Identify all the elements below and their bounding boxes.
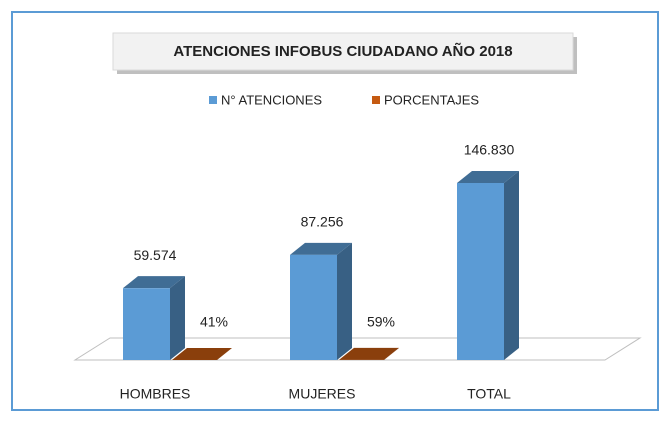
- bar-side: [217, 347, 232, 360]
- bar-top: [290, 242, 352, 255]
- bar-side: [170, 276, 185, 360]
- chart-title: ATENCIONES INFOBUS CIUDADANO AÑO 2018: [173, 42, 512, 60]
- bar-side: [384, 347, 399, 360]
- data-label: 146.830: [464, 142, 515, 158]
- bar-top: [123, 276, 185, 289]
- legend-label: PORCENTAJES: [384, 92, 479, 107]
- bar-front: [457, 183, 504, 360]
- title-box: [112, 32, 574, 71]
- data-label: 87.256: [301, 214, 344, 230]
- bar-side: [337, 242, 352, 360]
- bar-top: [457, 171, 519, 183]
- bar-front: [290, 254, 337, 360]
- bar-top: [339, 347, 399, 360]
- bar: [339, 347, 399, 360]
- bar: [457, 171, 519, 360]
- data-label: 59%: [367, 314, 395, 330]
- x-tick-label: TOTAL: [467, 386, 511, 402]
- legend-swatch: [209, 96, 217, 104]
- bar: [290, 242, 352, 360]
- x-tick-label: HOMBRES: [120, 386, 191, 402]
- data-label: 41%: [200, 314, 228, 330]
- bar-side: [504, 171, 519, 360]
- bar: [172, 347, 232, 360]
- legend-label: N° ATENCIONES: [221, 92, 322, 107]
- bar-top: [172, 347, 232, 360]
- bar-front: [123, 288, 170, 360]
- data-label: 59.574: [134, 247, 177, 263]
- x-tick-label: MUJERES: [289, 386, 356, 402]
- legend-swatch: [372, 96, 380, 104]
- bar: [123, 276, 185, 360]
